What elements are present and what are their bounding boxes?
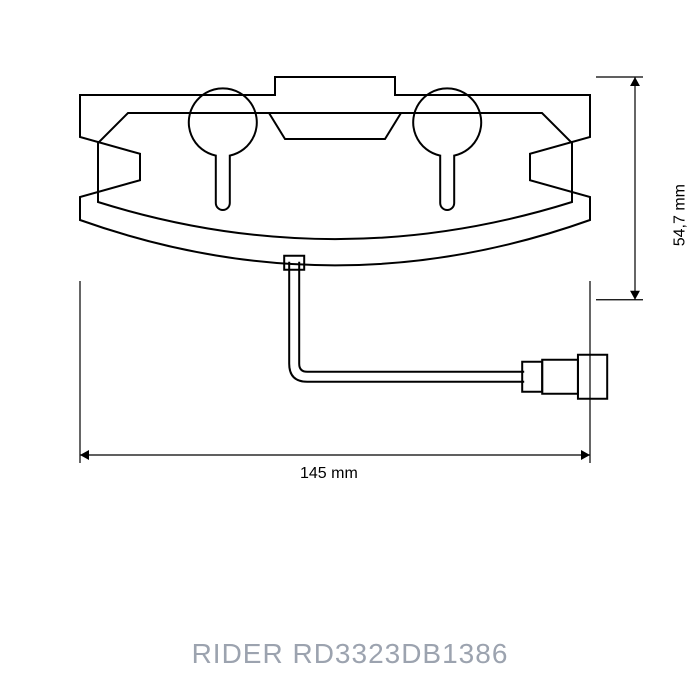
brand-name: RIDER: [192, 638, 284, 669]
part-number: RD3323DB1386: [292, 638, 508, 669]
connector-strain: [522, 362, 542, 392]
connector-body: [542, 360, 578, 394]
pad-outline: [80, 77, 590, 265]
dimension-width-label: 145 mm: [300, 465, 358, 483]
pad-inner-outline: [98, 113, 572, 239]
dim-width-arrow-r: [581, 450, 590, 460]
dimension-height-label: 54,7 mm: [671, 184, 689, 246]
cable-collar: [284, 256, 304, 270]
center-tab: [269, 113, 401, 139]
slot-1: [189, 88, 257, 210]
dim-height-arrow-t: [630, 77, 640, 86]
dim-width-arrow-l: [80, 450, 89, 460]
technical-drawing: [0, 0, 700, 700]
connector-plug: [578, 355, 607, 399]
dim-height-arrow-b: [630, 291, 640, 300]
footer-text: RIDER RD3323DB1386: [0, 638, 700, 670]
sensor-cable: [289, 262, 524, 382]
slot-2: [413, 88, 481, 210]
